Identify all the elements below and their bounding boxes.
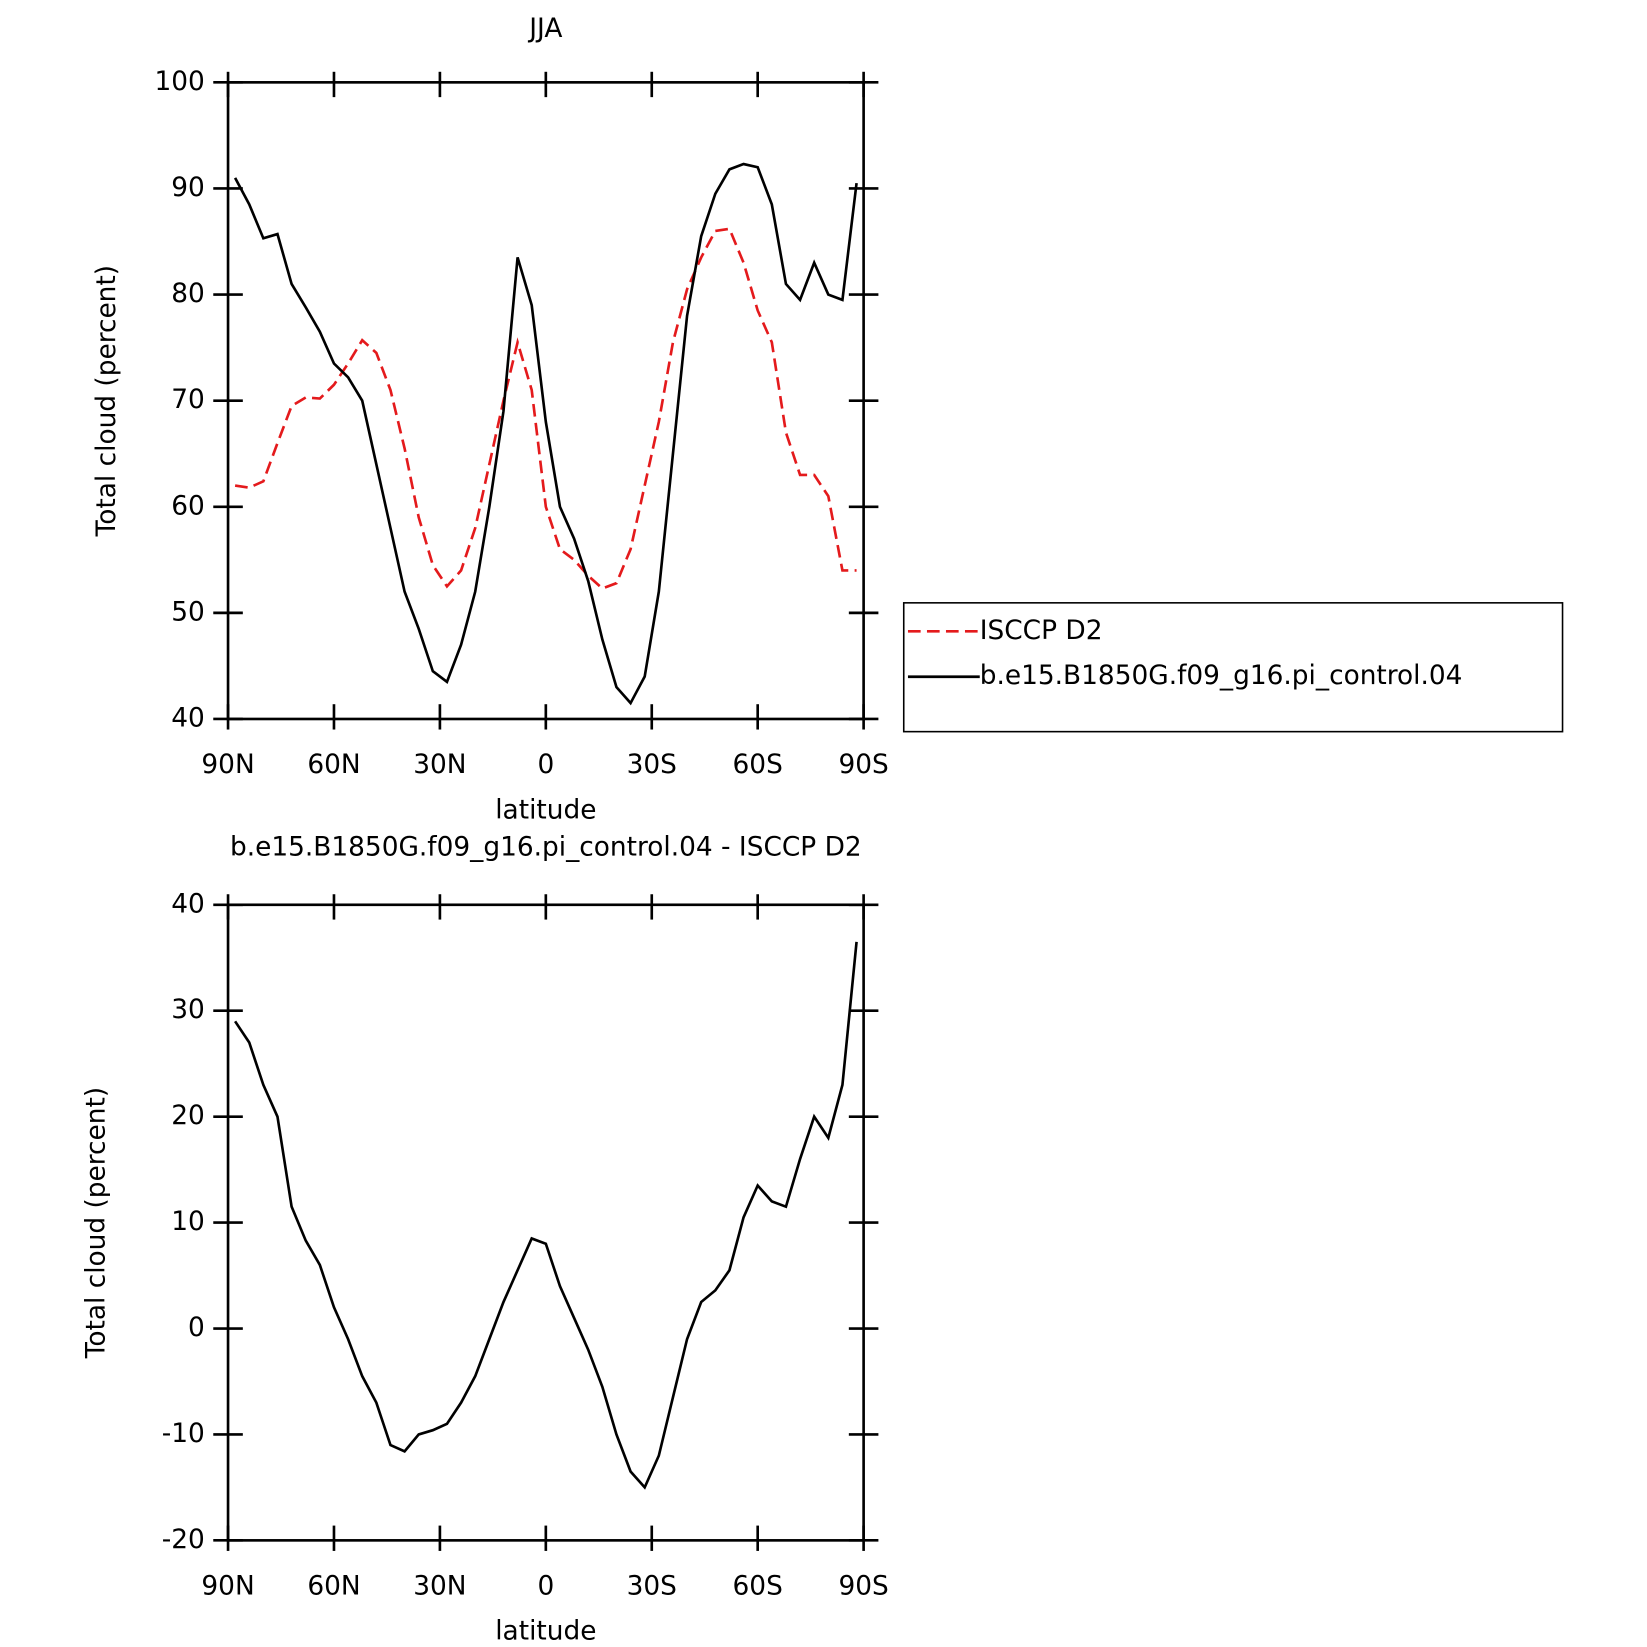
x-tick-label: 60S [733,1571,783,1601]
y-tick-label: 100 [154,67,204,97]
chart-title: b.e15.B1850G.f09_g16.pi_control.04 - ISC… [230,832,862,862]
y-tick-label: 30 [171,995,205,1025]
x-tick-label: 30N [413,750,466,780]
y-tick-label: 80 [171,279,205,309]
x-tick-label: 60N [307,1571,360,1601]
y-tick-label: 20 [171,1101,205,1131]
chart-title: JJA [527,14,562,44]
y-tick-label: -20 [162,1525,205,1555]
legend: ISCCP D2 b.e15.B1850G.f09_g16.pi_control.… [902,602,1564,733]
x-tick-label: 30N [413,1571,466,1601]
legend-box [902,602,1564,733]
x-tick-label: 90S [838,750,888,780]
y-tick-label: 40 [171,703,205,733]
x-tick-label: 90S [838,1571,888,1601]
x-axis-label: latitude [495,1617,596,1647]
x-tick-label: 60N [307,750,360,780]
x-axis-label: latitude [495,795,596,825]
y-axis-label: Total cloud (percent) [92,265,122,537]
plot-frame [226,81,865,721]
y-tick-label: 60 [171,491,205,521]
x-tick-label: 90N [201,750,254,780]
data-line [233,162,858,706]
x-tick-label: 60S [733,750,783,780]
y-tick-label: -10 [162,1419,205,1449]
y-tick-label: 70 [171,385,205,415]
y-tick-label: 10 [171,1207,205,1237]
x-tick-label: 0 [537,1571,554,1601]
legend-label: b.e15.B1850G.f09_g16.pi_control.04 [980,661,1463,691]
y-tick-label: 40 [171,889,205,919]
x-tick-label: 0 [537,750,554,780]
y-tick-label: 0 [188,1313,205,1343]
x-tick-label: 90N [201,1571,254,1601]
y-axis-label: Total cloud (percent) [82,1087,112,1359]
x-tick-label: 30S [627,1571,677,1601]
legend-label: ISCCP D2 [980,616,1103,646]
y-tick-label: 50 [171,597,205,627]
x-tick-label: 30S [627,750,677,780]
data-line [234,941,858,1490]
plot-frame [226,903,865,1542]
data-line [234,227,857,590]
y-tick-label: 90 [171,173,205,203]
